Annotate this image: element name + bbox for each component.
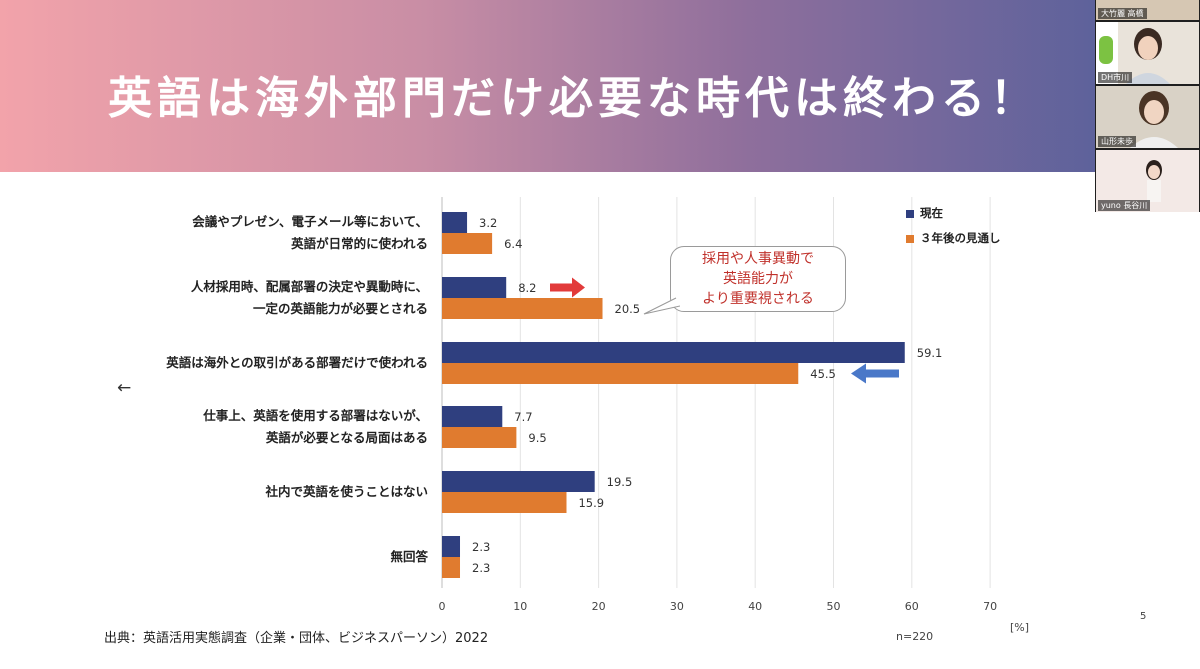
data-label: 7.7 — [514, 410, 532, 424]
callout-pointer — [643, 297, 680, 315]
x-tick-label: 40 — [748, 600, 762, 613]
category-label: 英語は海外との取引がある部署だけで使われる — [166, 352, 428, 374]
data-label: 8.2 — [518, 281, 536, 295]
participant-video-icon — [1130, 91, 1178, 148]
data-label: 15.9 — [578, 496, 604, 510]
x-tick-label: 50 — [827, 600, 841, 613]
data-label: 2.3 — [472, 540, 490, 554]
bar — [442, 233, 493, 254]
bar-chart: 3.2 8.2 59.1 7.7 19.5 2.3 6.4 20.5 45.5 9.5 15.9 2.… — [439, 197, 998, 613]
x-tick-label: 30 — [670, 600, 684, 613]
category-label-line: 仕事上、英語を使用する部署はないが、 — [203, 408, 428, 423]
bar — [442, 492, 567, 513]
callout-line: より重要視される — [702, 291, 814, 307]
back-arrow-icon[interactable]: ← — [117, 378, 132, 398]
data-label: 2.3 — [472, 561, 490, 575]
category-label: 仕事上、英語を使用する部署はないが、英語が必要となる局面はある — [203, 405, 428, 449]
data-label: 45.5 — [810, 367, 836, 381]
bar — [442, 427, 517, 448]
bars — [442, 212, 905, 578]
category-label-line: 無回答 — [390, 549, 428, 564]
category-label-line: 一定の英語能力が必要とされる — [252, 301, 428, 316]
data-labels: 3.2 8.2 59.1 7.7 19.5 2.3 6.4 20.5 45.5 9.5 15.9 2.… — [472, 216, 942, 575]
bar — [442, 406, 503, 427]
x-tick-label: 10 — [513, 600, 527, 613]
legend-swatch-current — [906, 209, 914, 218]
page-number: 5 — [1140, 611, 1147, 622]
category-label-line: 会議やプレゼン、電子メール等において、 — [192, 214, 428, 229]
data-label: 6.4 — [504, 237, 522, 251]
legend-current: 現在 — [906, 205, 943, 221]
video-tile[interactable]: DH市川 — [1096, 22, 1199, 84]
category-label-line: 人材採用時、配属部署の決定や異動時に、 — [190, 279, 428, 294]
legend-swatch-future — [906, 234, 914, 243]
category-label: 人材採用時、配属部署の決定や異動時に、一定の英語能力が必要とされる — [191, 276, 428, 320]
source-note: 出典：英語活用実態調査（企業・団体、ビジネスパーソン）2022 — [104, 631, 489, 646]
callout-line: 英語能力が — [723, 271, 793, 287]
callout-line: 採用や人事異動で — [702, 251, 814, 267]
category-label: 無回答 — [390, 546, 428, 568]
bar — [442, 536, 461, 557]
participant-video-icon — [1146, 160, 1162, 202]
bar — [442, 557, 461, 578]
participant-name: DH市川 — [1098, 72, 1133, 83]
participant-name: 山形未歩 — [1098, 136, 1136, 147]
blue-arrow-icon — [851, 363, 899, 384]
sample-size: n=220 — [896, 630, 934, 643]
video-tile[interactable]: yuno 長谷川 — [1096, 150, 1199, 212]
legend-future: ３年後の見通し — [906, 230, 1001, 246]
data-label: 59.1 — [917, 346, 943, 360]
legend-label-current: 現在 — [920, 206, 943, 220]
title-banner: 英語は海外部門だけ必要な時代は終わる！ — [0, 0, 1200, 172]
category-label-line: 英語が日常的に使われる — [291, 236, 428, 251]
x-axis-ticks: 0 10 20 30 40 50 60 70 — [439, 600, 998, 613]
video-participants-panel: 大竹麗 高橋 DH市川 山形未歩 yuno 長谷川 — [1095, 0, 1200, 212]
annotation-arrows — [550, 277, 899, 384]
bar — [442, 342, 905, 363]
legend-label-future: ３年後の見通し — [920, 231, 1001, 245]
category-label-line: 英語が必要となる局面はある — [265, 430, 428, 445]
x-tick-label: 0 — [439, 600, 446, 613]
bar — [442, 212, 468, 233]
participant-video-icon — [1096, 22, 1170, 84]
callout-box: 採用や人事異動で 英語能力が より重要視される — [670, 246, 846, 312]
data-label: 19.5 — [607, 475, 633, 489]
participant-name: 大竹麗 高橋 — [1098, 8, 1147, 19]
bar — [442, 363, 799, 384]
x-tick-label: 20 — [592, 600, 606, 613]
category-label-line: 英語は海外との取引がある部署だけで使われる — [166, 355, 428, 370]
unit-label: [%] — [1010, 621, 1030, 634]
category-label-line: 社内で英語を使うことはない — [265, 484, 428, 499]
red-arrow-icon — [550, 277, 585, 298]
x-tick-label: 70 — [983, 600, 997, 613]
category-label: 会議やプレゼン、電子メール等において、英語が日常的に使われる — [192, 211, 428, 255]
video-tile[interactable]: 大竹麗 高橋 — [1096, 0, 1199, 20]
video-tile[interactable]: 山形未歩 — [1096, 86, 1199, 148]
data-label: 20.5 — [615, 302, 641, 316]
slide-title: 英語は海外部門だけ必要な時代は終わる！ — [108, 73, 1039, 124]
bar — [442, 471, 595, 492]
data-label: 3.2 — [479, 216, 497, 230]
data-label: 9.5 — [528, 431, 546, 445]
bar — [442, 277, 507, 298]
x-tick-label: 60 — [905, 600, 919, 613]
bar — [442, 298, 603, 319]
participant-name: yuno 長谷川 — [1098, 200, 1151, 211]
category-label: 社内で英語を使うことはない — [265, 481, 428, 503]
